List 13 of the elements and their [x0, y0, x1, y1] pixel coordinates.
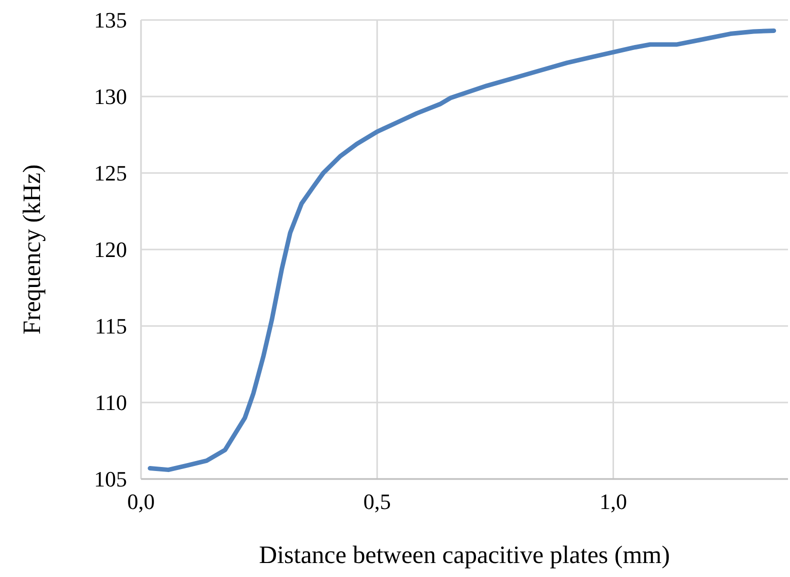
y-tick-label: 135 [94, 8, 127, 32]
y-tick-label: 115 [94, 314, 127, 338]
x-tick-label: 1,0 [600, 489, 628, 514]
y-tick-label: 120 [94, 237, 127, 262]
x-tick-label: 0,0 [127, 489, 155, 514]
y-tick-label: 130 [94, 84, 127, 109]
y-axis-title: Frequency (kHz) [19, 164, 46, 335]
x-axis-title: Distance between capacitive plates (mm) [259, 542, 670, 569]
x-tick-label: 0,5 [363, 489, 391, 514]
line-series [148, 28, 776, 472]
y-tick-label: 105 [94, 466, 127, 492]
y-tick-label: 125 [94, 160, 127, 186]
y-tick-label: 110 [94, 390, 127, 415]
